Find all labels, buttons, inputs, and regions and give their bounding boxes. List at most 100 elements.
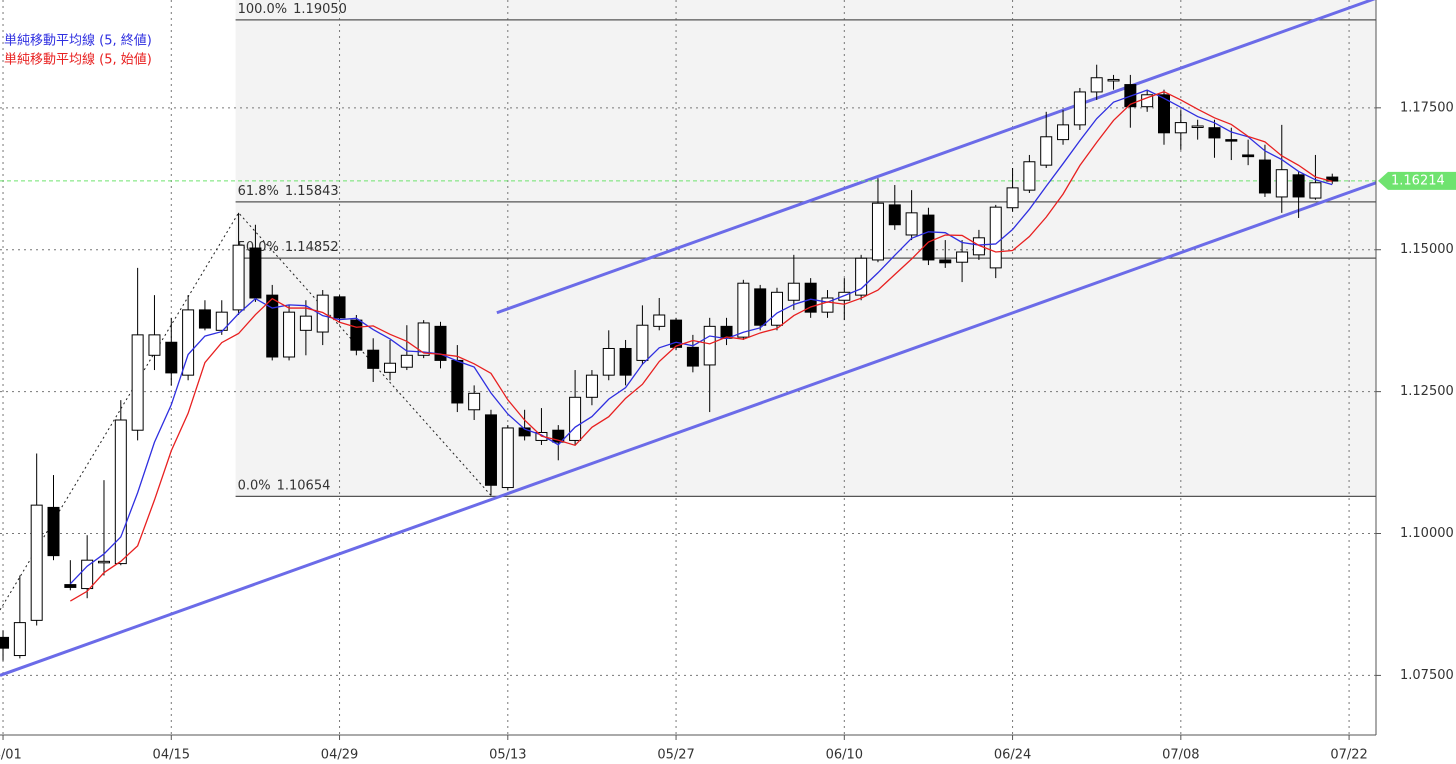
candle-body [670,319,683,348]
candle-body [299,315,312,331]
candle-body [367,349,380,369]
fib-label: 0.0% 1.10654 [238,478,331,493]
last-price-tag [1378,171,1456,190]
candle-body [13,622,26,657]
candle-body [266,294,279,358]
candle-body [1191,125,1204,128]
moving-average-line [69,89,1333,585]
x-tick-label: 07/22 [1330,748,1367,763]
fib-ratio: 50.0% [238,240,279,255]
candle-body [451,359,464,404]
candle-body [400,354,413,368]
candle-body [30,504,43,621]
candle-body [636,324,649,361]
candle-body [384,362,397,373]
fib-price: 1.14852 [285,240,339,255]
candle-body [215,311,228,331]
candle-body [956,251,969,263]
candle-body [602,347,615,376]
candle-body [81,559,94,590]
trendline [496,0,1376,315]
candle-body [1258,159,1271,194]
candle-body [1057,124,1070,141]
candle-body [855,257,868,296]
x-tick-label: 06/10 [826,748,863,763]
candle-body [1040,136,1053,166]
candle-body [434,325,447,361]
last-price-label: 1.16214 [1391,173,1445,188]
y-tick-label: 1.15000 [1400,242,1454,257]
candle-body [972,237,985,256]
candle-body [1242,154,1255,158]
candle-body [1208,127,1221,139]
fib-price: 1.19050 [293,1,347,16]
candle-body [283,311,296,358]
y-tick-label: 1.17500 [1400,100,1454,115]
legend-entry: 単純移動平均線 (5, 終値) [4,33,152,49]
fib-price: 1.15843 [285,183,339,198]
zigzag [0,211,492,611]
y-tick-label: 1.07500 [1400,668,1454,683]
candle-body [653,314,666,327]
candle-body [131,334,144,431]
x-tick-label: 06/24 [994,748,1031,763]
candle-body [1141,94,1154,108]
x-tick-label: 05/27 [657,748,694,763]
candle-body [1174,122,1187,134]
candle-body [737,282,750,338]
fib-price: 1.10654 [277,478,331,493]
moving-average-line [70,91,1333,602]
candle-body [468,392,481,411]
candle-body [703,325,716,366]
candle-body [1090,77,1103,93]
candle-body [754,288,767,326]
candle-body [686,346,699,367]
candle-body [114,419,127,565]
candle-body [198,309,211,329]
x-tick-label: 05/13 [489,748,526,763]
x-tick-label: 04/15 [153,748,190,763]
candle-body [888,204,901,226]
candle-body [350,319,363,351]
candle-body [1107,78,1120,82]
candle-body [484,414,497,486]
candle-body [1225,139,1238,142]
candle-body [1073,91,1086,126]
candle-body [232,244,245,311]
candle-body [1006,187,1019,209]
candle-body [148,334,161,356]
plot-area: 100.0% 1.19050 61.8% 1.15843 50.0% 1.14852 0.0… [0,0,1376,735]
candle-body [871,202,884,261]
candle-body [64,584,77,588]
candle-body [905,212,918,236]
candle-body [1023,161,1036,191]
candle-body [804,282,817,313]
candle-body [1275,169,1288,198]
candle-body [165,341,178,374]
candle-body [619,347,632,376]
candle-body [771,291,784,326]
candle-body [821,297,834,313]
fib-label: 61.8% 1.15843 [238,183,339,198]
fib-ratio: 61.8% [238,183,279,198]
candle-body [518,427,531,437]
candle-body [552,429,565,443]
candle-body [316,294,329,333]
fib-label: 100.0% 1.19050 [238,1,347,16]
candle-body [501,427,514,489]
candle-body [333,296,346,319]
candle-body [0,636,10,649]
x-tick-label: 04/29 [321,748,358,763]
y-tick-label: 1.10000 [1400,526,1454,541]
candle-body [1309,182,1322,199]
candle-body [569,396,582,441]
candle-body [47,506,60,557]
fib-zone [235,0,1376,497]
fib-ratio: 0.0% [238,478,271,493]
candle-body [1292,174,1305,198]
trendline [0,181,1376,677]
legend-entry: 単純移動平均線 (5, 始値) [4,52,152,68]
candle-body [989,206,1002,269]
